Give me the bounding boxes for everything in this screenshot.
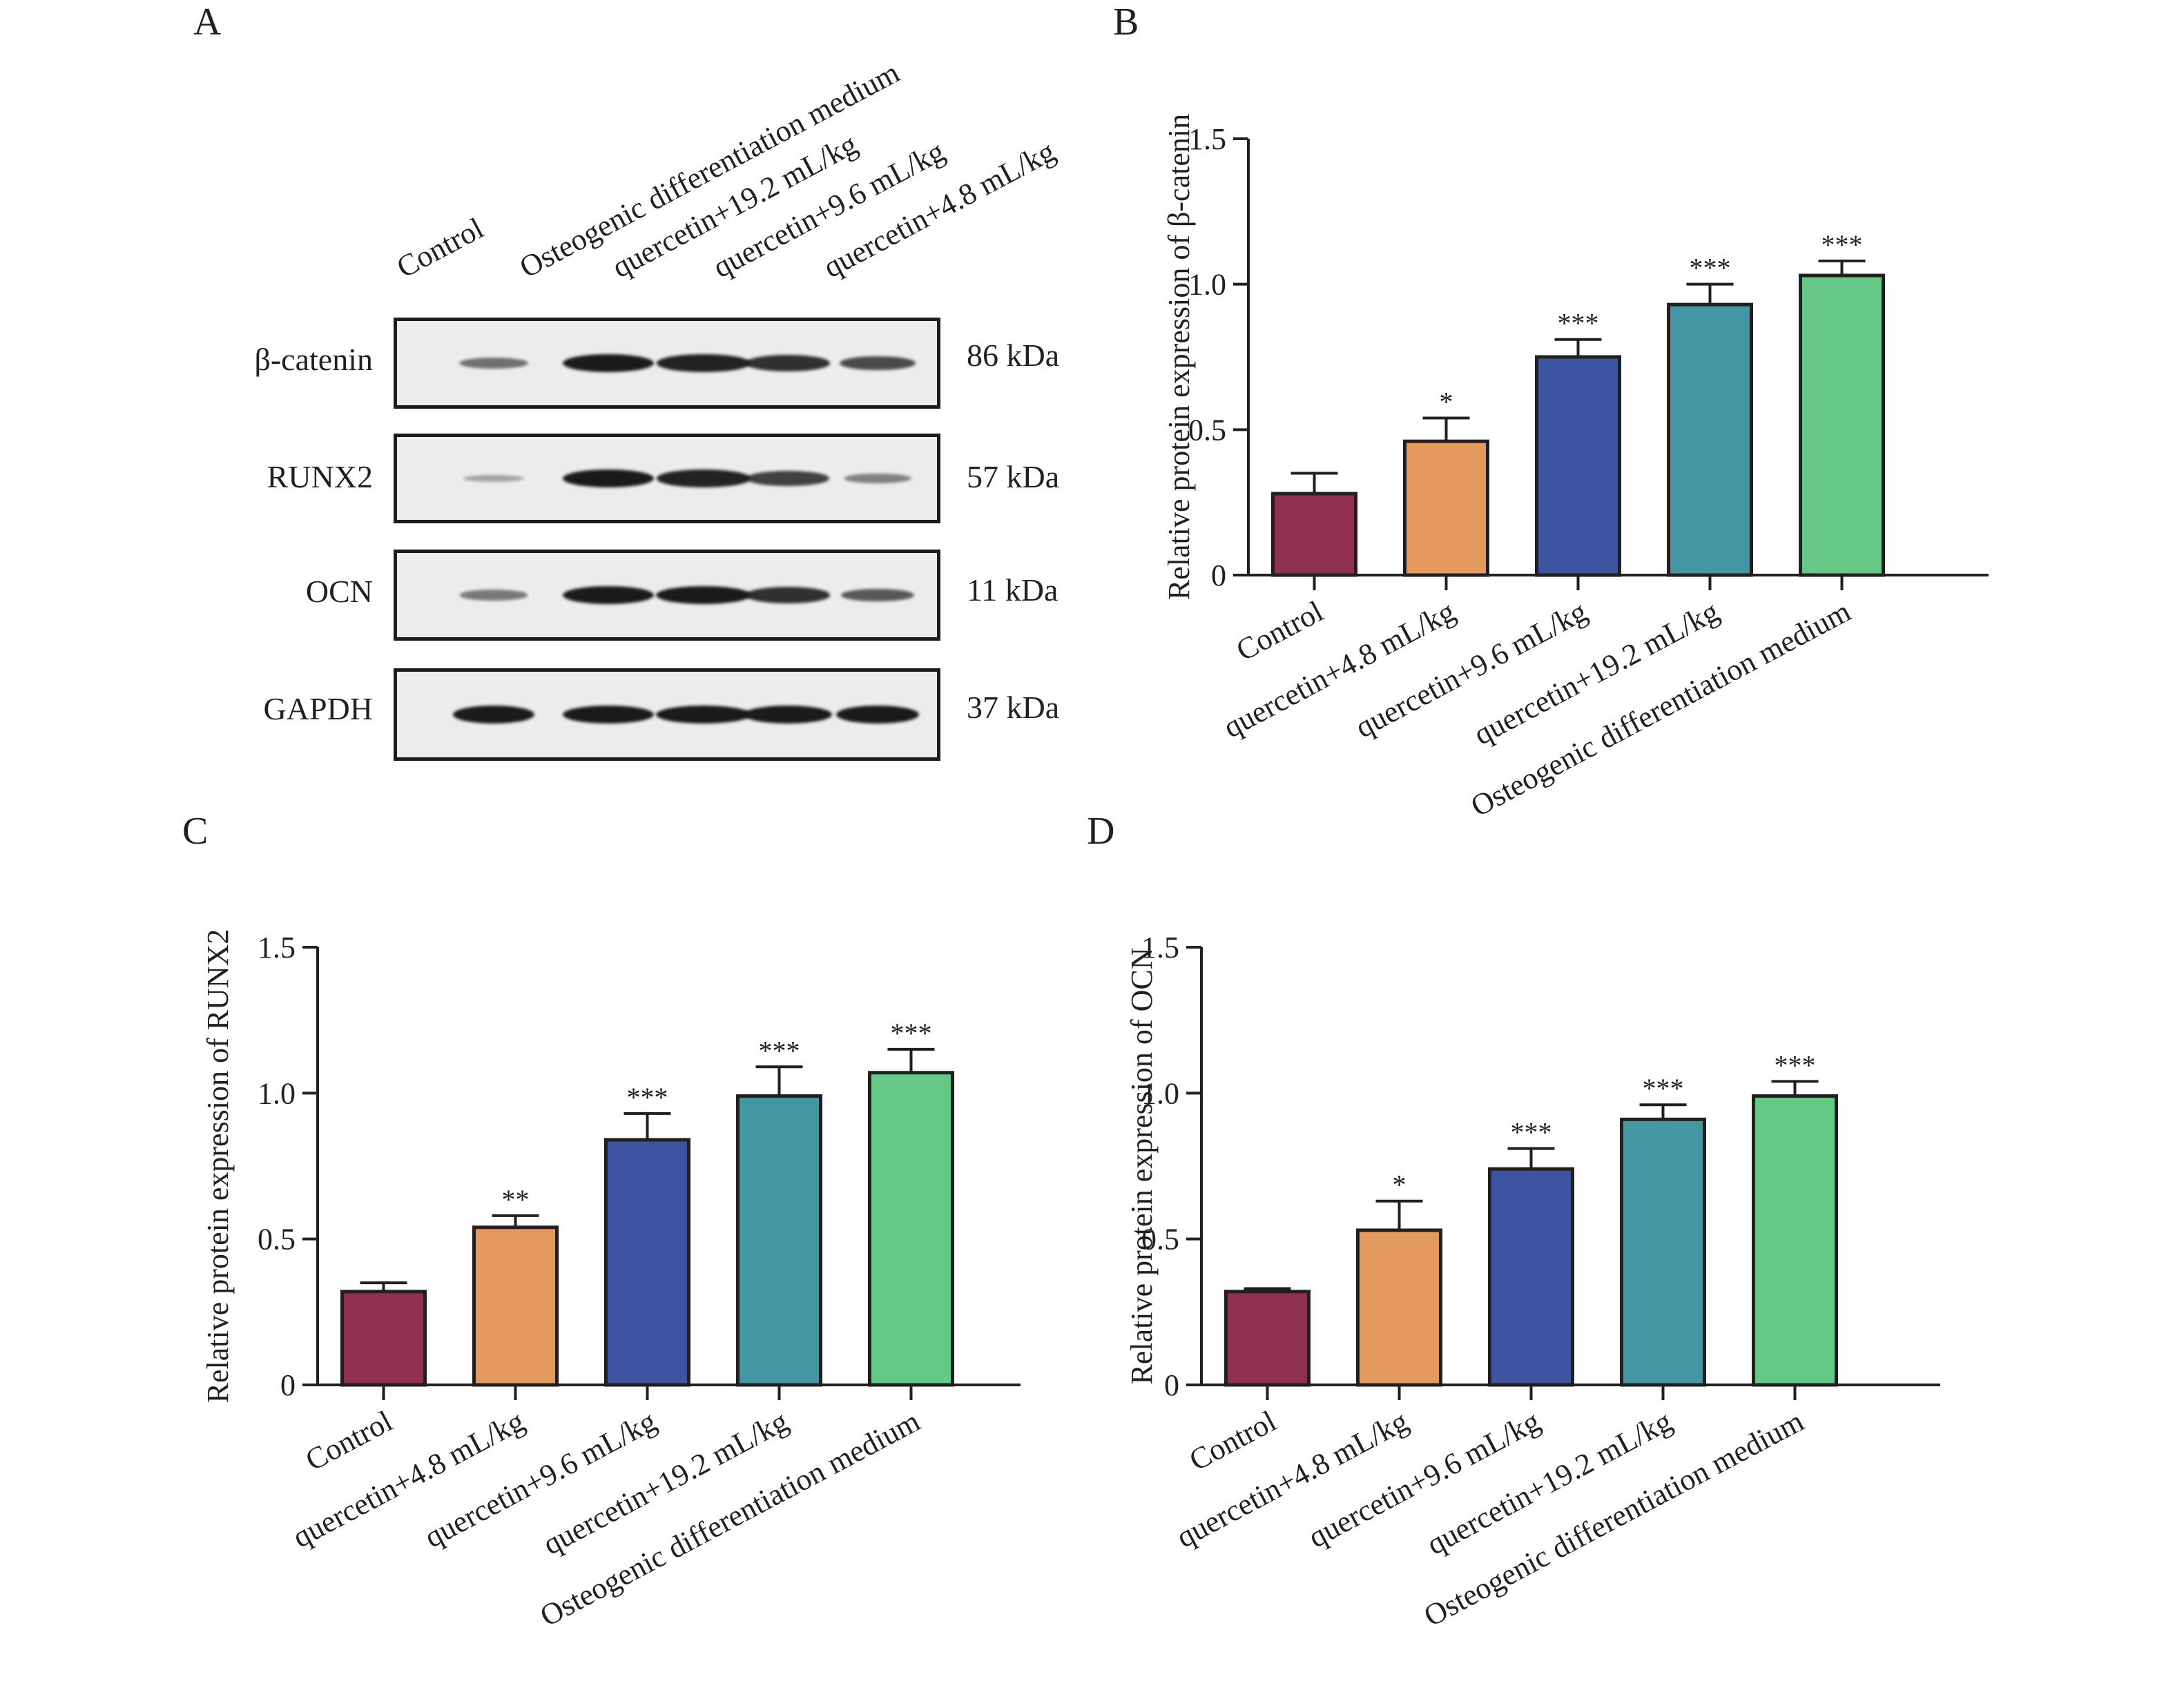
bar: [604, 1138, 690, 1387]
y-tick-label: 1.5: [1141, 931, 1179, 964]
y-tick-label: 1.0: [1188, 268, 1226, 302]
significance-label: ***: [627, 1082, 668, 1113]
blot-strip: [394, 318, 940, 409]
significance-label: ***: [1775, 1049, 1816, 1080]
bar: [1620, 1117, 1706, 1387]
blot-band: [459, 357, 528, 369]
x-tick-label: quercetin+4.8 mL/kg: [1218, 594, 1460, 745]
protein-label: RUNX2: [267, 459, 373, 494]
y-tick-label: 1.0: [258, 1076, 296, 1110]
blot-band: [744, 706, 832, 724]
y-tick-label: 1.0: [1141, 1076, 1179, 1110]
x-tick-label: quercetin+4.8 mL/kg: [287, 1404, 530, 1555]
bar: [1356, 1228, 1442, 1387]
kda-label: 11 kDa: [967, 572, 1058, 608]
protein-label: β-catenin: [254, 342, 373, 377]
y-tick-label: 0.5: [1141, 1223, 1179, 1256]
blot-band: [836, 706, 919, 724]
y-axis-label: Relative protein expression of β-catenin: [1162, 114, 1196, 600]
blot-band: [656, 469, 751, 487]
significance-label: *: [1440, 386, 1453, 417]
y-axis-label: Relative protein expression of RUNX2: [201, 929, 235, 1404]
protein-label: GAPDH: [263, 691, 373, 726]
significance-label: ***: [1690, 253, 1731, 284]
bar: [1488, 1167, 1574, 1387]
blot-band: [563, 469, 654, 487]
x-tick-label: Control: [300, 1404, 398, 1477]
blot-band: [746, 471, 829, 486]
y-tick-label: 1.5: [258, 931, 296, 964]
panel-letter-d: D: [1087, 810, 1115, 853]
blot-band: [656, 706, 751, 724]
blot-band: [840, 588, 915, 602]
y-tick-label: 0: [1211, 559, 1226, 592]
western-blot-panel: Control Osteogenic differentiation mediu…: [0, 0, 1119, 773]
blot-band: [745, 587, 831, 603]
significance-label: ***: [1821, 229, 1863, 260]
panel-letter-a: A: [193, 1, 222, 43]
bar: [868, 1071, 954, 1387]
x-tick-label: quercetin+4.8 mL/kg: [1171, 1404, 1413, 1555]
significance-label: ***: [1643, 1073, 1684, 1104]
kda-label: 86 kDa: [967, 338, 1060, 373]
x-tick-label: Control: [1183, 1404, 1282, 1477]
kda-label: 37 kDa: [967, 690, 1060, 725]
bar: [1271, 492, 1357, 577]
significance-label: ***: [1558, 308, 1599, 339]
bar: [736, 1094, 822, 1387]
blot-band: [563, 706, 654, 724]
blot-band: [843, 473, 912, 484]
panel-letter-c: C: [182, 810, 209, 853]
blot-strip: [394, 550, 940, 641]
blot-band: [459, 590, 528, 601]
blot-strip: [394, 434, 940, 523]
blot-band: [563, 586, 654, 604]
blot-band: [840, 356, 916, 371]
y-axis-label: Relative protein expression of OCN: [1125, 948, 1159, 1385]
x-tick-label: Control: [1230, 594, 1328, 668]
kda-label: 57 kDa: [967, 459, 1060, 494]
bar: [1535, 355, 1621, 577]
blot-band: [463, 474, 525, 483]
significance-label: ***: [759, 1035, 800, 1066]
significance-label: **: [502, 1184, 530, 1215]
panel-letter-b: B: [1113, 1, 1139, 43]
significance-label: *: [1393, 1170, 1406, 1201]
bar: [1403, 439, 1489, 577]
blot-strip: [394, 668, 940, 761]
y-tick-label: 1.5: [1188, 122, 1226, 156]
bar: [1224, 1290, 1311, 1387]
y-tick-label: 0: [1164, 1368, 1179, 1402]
y-tick-label: 0.5: [258, 1223, 296, 1256]
protein-label: OCN: [305, 574, 373, 609]
bar: [340, 1290, 427, 1387]
blot-band: [745, 355, 831, 371]
bar: [1752, 1094, 1838, 1387]
bar: [472, 1225, 559, 1387]
y-tick-label: 0.5: [1188, 413, 1226, 447]
y-tick-label: 0: [280, 1368, 296, 1402]
bar: [1667, 302, 1753, 577]
blot-band: [656, 354, 751, 372]
bar: [1799, 273, 1885, 577]
significance-label: ***: [1511, 1117, 1552, 1148]
blot-band: [563, 354, 654, 372]
bar-chart-runx2: 0 0.5 1.0 1.5 Relative protein expression of…: [201, 929, 1021, 1633]
significance-label: ***: [891, 1018, 932, 1049]
blot-band: [453, 706, 534, 724]
lane-label: Control: [391, 211, 490, 285]
blot-band: [656, 586, 751, 604]
